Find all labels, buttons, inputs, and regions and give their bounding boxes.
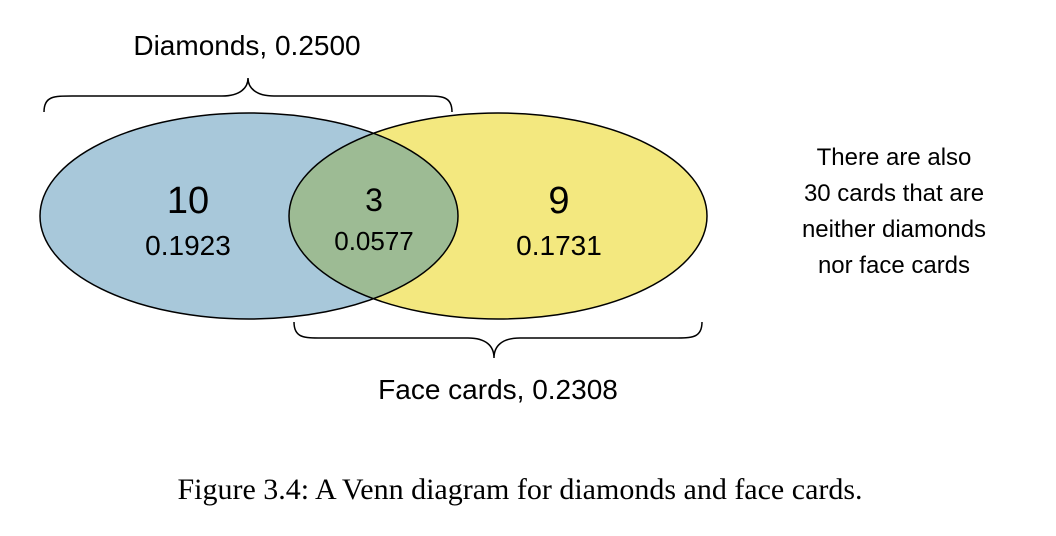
face-cards-label: Face cards, 0.2308 [378, 374, 618, 405]
diamonds-only-prob: 0.1923 [145, 230, 231, 261]
diamonds-brace [43, 77, 453, 113]
face-cards-ellipse-outline [288, 112, 708, 320]
note-line: neither diamonds [801, 216, 987, 243]
outside-note: There are also 30 cards that are neither… [760, 140, 1028, 284]
face-cards-only-count: 9 [548, 180, 569, 222]
diamonds-label: Diamonds, 0.2500 [133, 30, 360, 61]
face-cards-only-prob: 0.1731 [516, 230, 602, 261]
face-cards-brace [293, 321, 703, 359]
diamonds-ellipse-outline [39, 112, 459, 320]
diamonds-only-count: 10 [167, 180, 209, 222]
note-line: There are also [816, 144, 972, 171]
figure-caption: Figure 3.4: A Venn diagram for diamonds … [177, 473, 862, 506]
intersection-prob: 0.0577 [334, 226, 414, 256]
note-line: nor face cards [817, 252, 971, 279]
intersection-count: 3 [365, 182, 383, 218]
note-line: 30 cards that are [803, 180, 985, 207]
intersection-region [289, 113, 458, 319]
